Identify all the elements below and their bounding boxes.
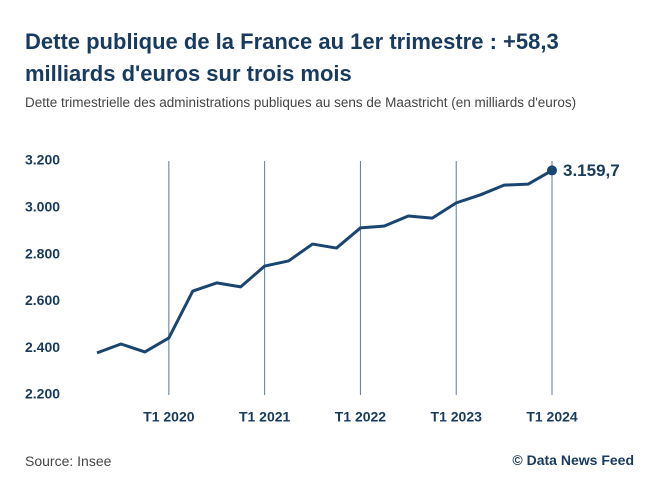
y-tick-label: 3.200 xyxy=(25,152,60,168)
x-tick-label: T1 2023 xyxy=(431,409,483,425)
source: Source: Insee xyxy=(25,453,112,469)
x-tick-label: T1 2022 xyxy=(335,409,387,425)
y-tick-label: 3.000 xyxy=(25,199,60,215)
value-label: 3.159,7 xyxy=(563,161,620,180)
y-tick-label: 2.400 xyxy=(25,339,60,355)
x-tick-label: T1 2021 xyxy=(239,409,291,425)
line xyxy=(96,169,553,355)
chart-title: Dette publique de la France au 1er trime… xyxy=(25,29,559,86)
y-tick-label: 2.800 xyxy=(25,245,60,261)
y-tick-label: 2.600 xyxy=(25,292,60,308)
x-tick-label: T1 2024 xyxy=(526,409,578,425)
y-tick-label: 2.200 xyxy=(25,386,60,402)
credit: © Data News Feed xyxy=(512,452,634,468)
chart-subtitle: Dette trimestrielle des administrations … xyxy=(25,95,577,110)
point xyxy=(547,165,557,176)
x-tick-label: T1 2020 xyxy=(143,409,195,425)
